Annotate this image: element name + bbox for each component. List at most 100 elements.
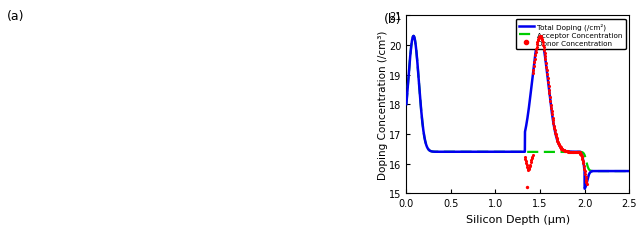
Point [577, 156, 587, 160]
Point [525, 165, 535, 169]
Point [532, 41, 543, 45]
Point [522, 186, 532, 189]
Point [573, 150, 584, 154]
Point [520, 157, 531, 161]
Point [522, 167, 532, 170]
Point [567, 150, 577, 154]
Point [535, 35, 545, 38]
Point [527, 154, 538, 157]
Point [544, 92, 554, 96]
Point [553, 141, 563, 144]
Point [536, 35, 546, 39]
Point [561, 150, 572, 153]
Point [547, 110, 557, 114]
Point [577, 155, 587, 158]
Point [556, 146, 566, 150]
Point [556, 147, 566, 150]
Point [571, 150, 581, 154]
Point [539, 49, 549, 52]
Point [534, 35, 544, 39]
Point [553, 142, 563, 145]
Point [531, 48, 541, 52]
Point [550, 131, 561, 135]
Point [547, 113, 557, 117]
X-axis label: Silicon Depth (μm): Silicon Depth (μm) [466, 214, 570, 224]
Point [534, 36, 544, 40]
Point [566, 150, 577, 154]
Point [545, 100, 556, 103]
Point [530, 54, 540, 58]
Point [524, 166, 534, 170]
Point [530, 57, 540, 61]
Point [521, 161, 531, 165]
Point [561, 150, 571, 153]
Point [565, 150, 575, 154]
Point [579, 164, 589, 168]
Point [548, 124, 559, 128]
Text: (b): (b) [384, 13, 402, 26]
Point [529, 61, 540, 65]
Point [537, 38, 547, 41]
Point [559, 149, 569, 153]
Point [559, 149, 570, 153]
Point [566, 150, 576, 154]
Point [554, 143, 564, 147]
Point [533, 38, 543, 41]
Point [528, 68, 538, 72]
Legend: Total Doping (/cm²), Acceptor Concentration, Donor Concentration: Total Doping (/cm²), Acceptor Concentrat… [516, 20, 625, 50]
Point [582, 182, 592, 185]
Point [577, 158, 588, 161]
Point [541, 65, 552, 69]
Point [537, 39, 547, 43]
Point [523, 168, 533, 171]
Point [563, 150, 573, 154]
Point [527, 155, 537, 159]
Point [538, 46, 548, 50]
Point [538, 44, 548, 47]
Text: (a): (a) [6, 10, 24, 23]
Point [549, 127, 559, 131]
Point [556, 147, 566, 151]
Point [557, 148, 568, 152]
Point [552, 136, 562, 140]
Point [536, 37, 547, 40]
Point [557, 147, 567, 151]
Point [525, 161, 536, 164]
Point [531, 46, 541, 49]
Point [573, 150, 584, 154]
Point [532, 43, 542, 47]
Point [554, 144, 564, 147]
Point [581, 178, 591, 182]
Point [524, 168, 534, 171]
Point [521, 159, 531, 163]
Point [578, 159, 588, 163]
Point [525, 163, 536, 167]
Point [566, 150, 577, 154]
Point [555, 145, 565, 149]
Point [541, 62, 551, 65]
Point [561, 150, 571, 153]
Point [520, 155, 530, 159]
Point [580, 175, 591, 179]
Point [575, 153, 586, 156]
Point [572, 150, 582, 154]
Point [572, 150, 582, 154]
Point [540, 58, 550, 62]
Point [552, 139, 563, 143]
Point [557, 148, 568, 152]
Point [543, 81, 553, 84]
Y-axis label: Doping Concentration (/cm³): Doping Concentration (/cm³) [378, 30, 388, 179]
Point [524, 168, 534, 172]
Point [568, 150, 578, 154]
Point [568, 150, 579, 154]
Point [563, 150, 573, 154]
Point [543, 77, 553, 80]
Point [575, 152, 586, 156]
Point [531, 51, 541, 55]
Point [544, 88, 554, 92]
Point [527, 157, 537, 160]
Point [581, 180, 591, 184]
Point [569, 150, 579, 154]
Point [563, 150, 573, 154]
Point [573, 150, 583, 154]
